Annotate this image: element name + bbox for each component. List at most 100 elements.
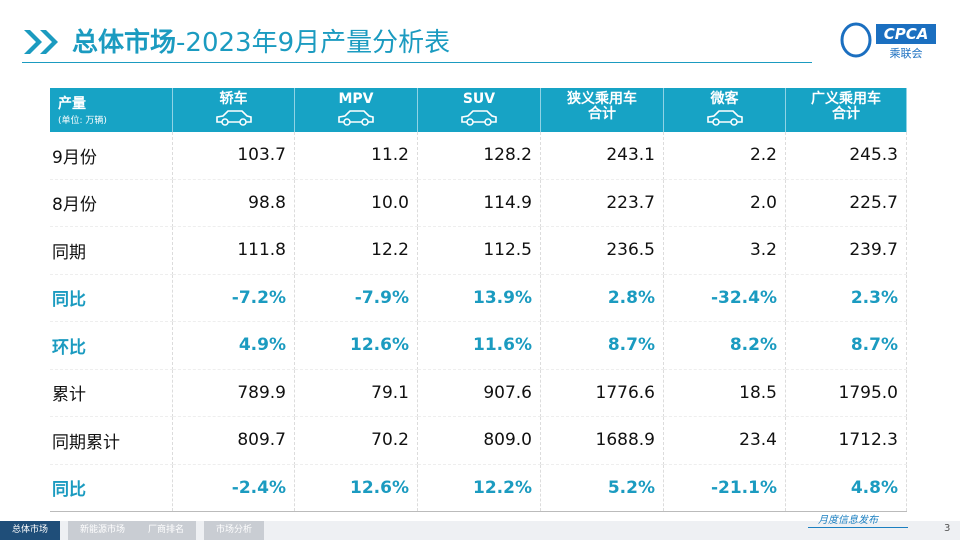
page-number: 3 xyxy=(944,523,951,534)
table-row: 累计 789.9 79.1 907.6 1776.6 18.5 1795.0 xyxy=(50,369,907,417)
row-label: 环比 xyxy=(50,321,173,370)
table-cell: -7.9% xyxy=(294,274,418,322)
column-header: MPV xyxy=(294,88,418,132)
column-header: SUV xyxy=(417,88,541,132)
table-cell: 12.2% xyxy=(417,464,541,512)
row-label: 同期 xyxy=(50,226,173,275)
car-icon xyxy=(706,110,743,126)
table-cell: 11.6% xyxy=(417,321,541,370)
footer-tab: 市场分析 xyxy=(204,521,265,540)
title: 总体市场-2023年9月产量分析表 xyxy=(72,22,450,59)
footer-note: 月度信息发布 xyxy=(818,515,878,526)
table-cell: 111.8 xyxy=(172,226,295,275)
table-cell: 5.2% xyxy=(540,464,664,512)
table-cell: 223.7 xyxy=(540,179,664,227)
table-cell: 98.8 xyxy=(172,179,295,227)
car-icon xyxy=(215,110,252,126)
table-cell: 128.2 xyxy=(417,132,541,180)
row-label: 同比 xyxy=(50,274,173,322)
table-cell: 18.5 xyxy=(663,369,786,417)
column-title: 轿车 xyxy=(173,88,294,107)
table-cell: 2.3% xyxy=(785,274,907,322)
logo-text: CPCA xyxy=(884,25,929,43)
table-cell: 8.7% xyxy=(785,321,907,370)
title-bold: 总体市场 xyxy=(72,28,177,58)
table-cell: -2.4% xyxy=(172,464,295,512)
table-cell: 2.2 xyxy=(663,132,786,180)
column-title: 狭义乘用车 合计 xyxy=(541,88,663,122)
table-cell: 243.1 xyxy=(540,132,664,180)
column-title-line: 合计 xyxy=(832,106,860,122)
table-row: 同比 -2.4% 12.6% 12.2% 5.2% -21.1% 4.8% xyxy=(50,464,907,512)
table-cell: 1776.6 xyxy=(540,369,664,417)
table-cell: 103.7 xyxy=(172,132,295,180)
table-cell: 236.5 xyxy=(540,226,664,275)
column-title-line: 合计 xyxy=(588,106,616,122)
table-cell: 1712.3 xyxy=(785,416,907,465)
table-cell: 112.5 xyxy=(417,226,541,275)
logo: CPCA 乘联会 xyxy=(840,22,936,60)
table-cell: 70.2 xyxy=(294,416,418,465)
data-table: 产量 (单位: 万辆) 轿车 MPV SUV 狭义乘用车 合计 微客 广义乘用车 合计 9月份 103… xyxy=(50,88,907,512)
table-cell: 2.8% xyxy=(540,274,664,322)
chevrons xyxy=(24,30,58,54)
table-cell: 1688.9 xyxy=(540,416,664,465)
footer-tab: 新能源市场 xyxy=(68,521,138,540)
header-row: 产量 (单位: 万辆) 轿车 MPV SUV 狭义乘用车 合计 微客 广义乘用车 合计 xyxy=(50,88,907,132)
table-row: 8月份 98.8 10.0 114.9 223.7 2.0 225.7 xyxy=(50,179,907,227)
corner-cell: 产量 (单位: 万辆) xyxy=(50,88,173,132)
table-cell: 2.0 xyxy=(663,179,786,227)
row-label: 同期累计 xyxy=(50,416,173,465)
table-cell: 1795.0 xyxy=(785,369,907,417)
table-cell: 239.7 xyxy=(785,226,907,275)
column-title-line: MPV xyxy=(338,91,374,107)
title-rule xyxy=(22,62,812,63)
table-cell: 809.0 xyxy=(417,416,541,465)
table-cell: 10.0 xyxy=(294,179,418,227)
table-cell: 12.6% xyxy=(294,321,418,370)
table-row: 9月份 103.7 11.2 128.2 243.1 2.2 245.3 xyxy=(50,132,907,180)
table-cell: 11.2 xyxy=(294,132,418,180)
footer-tab: 厂商排名 xyxy=(136,521,197,540)
table-row: 环比 4.9% 12.6% 11.6% 8.7% 8.2% 8.7% xyxy=(50,321,907,370)
column-header: 狭义乘用车 合计 xyxy=(540,88,664,132)
table-cell: 245.3 xyxy=(785,132,907,180)
column-title: MPV xyxy=(295,88,417,107)
table-row: 同比 -7.2% -7.9% 13.9% 2.8% -32.4% 2.3% xyxy=(50,274,907,322)
column-title-line: 广义乘用车 xyxy=(811,91,881,107)
corner-label: 产量 xyxy=(58,96,86,112)
column-title: 微客 xyxy=(664,88,785,107)
table-cell: 789.9 xyxy=(172,369,295,417)
table-cell: 4.9% xyxy=(172,321,295,370)
table-cell: 79.1 xyxy=(294,369,418,417)
table-cell: 3.2 xyxy=(663,226,786,275)
corner-unit: (单位: 万辆) xyxy=(58,116,107,126)
logo-sub: 乘联会 xyxy=(890,47,923,60)
column-title-line: SUV xyxy=(462,91,496,107)
table-cell: 907.6 xyxy=(417,369,541,417)
footer-tab: 总体市场 xyxy=(0,521,61,540)
table-cell: -21.1% xyxy=(663,464,786,512)
table-cell: 13.9% xyxy=(417,274,541,322)
table-cell: 8.7% xyxy=(540,321,664,370)
title-rest: -2023年9月产量分析表 xyxy=(176,28,451,58)
column-title: SUV xyxy=(418,88,540,107)
table-cell: 4.8% xyxy=(785,464,907,512)
table-row: 同期 111.8 12.2 112.5 236.5 3.2 239.7 xyxy=(50,226,907,275)
column-title-line: 轿车 xyxy=(219,91,248,107)
column-header: 微客 xyxy=(663,88,786,132)
table-cell: -32.4% xyxy=(663,274,786,322)
column-header: 广义乘用车 合计 xyxy=(785,88,907,132)
column-title-line: 微客 xyxy=(710,91,739,107)
row-label: 9月份 xyxy=(50,132,173,180)
table-cell: 8.2% xyxy=(663,321,786,370)
table-cell: -7.2% xyxy=(172,274,295,322)
table-cell: 114.9 xyxy=(417,179,541,227)
row-label: 8月份 xyxy=(50,179,173,227)
car-icon xyxy=(338,110,374,126)
table-cell: 225.7 xyxy=(785,179,907,227)
table-cell: 23.4 xyxy=(663,416,786,465)
table-cell: 12.2 xyxy=(294,226,418,275)
table-row: 同期累计 809.7 70.2 809.0 1688.9 23.4 1712.3 xyxy=(50,416,907,465)
